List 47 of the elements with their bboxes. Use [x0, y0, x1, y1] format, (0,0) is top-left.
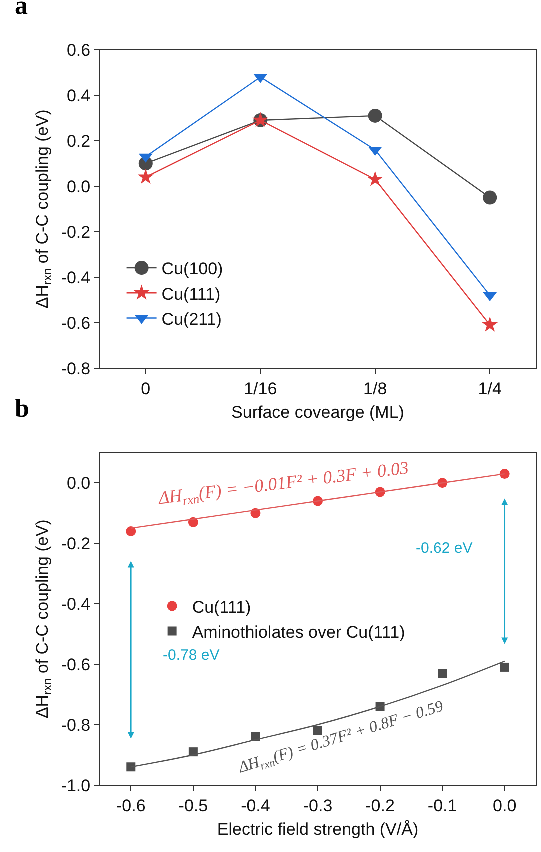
y-tick-label: -0.8: [61, 359, 91, 378]
y-tick-label: 0.4: [66, 86, 91, 106]
y-tick-label: -0.2: [61, 534, 91, 554]
legend-label: Aminothiolates over Cu(111): [192, 622, 406, 642]
x-tick-label: -0.6: [116, 796, 146, 816]
y-tick-label: -0.6: [61, 314, 91, 333]
x-axis-title: Surface covearge (ML): [232, 403, 404, 422]
y-tick-label: -0.6: [61, 655, 91, 674]
x-tick-label: -0.1: [428, 796, 458, 816]
x-tick-label: -0.2: [366, 796, 395, 816]
point: [482, 316, 498, 332]
y-tick-label: 0.0: [66, 177, 91, 196]
x-axis-title: Electric field strength (V/Å): [217, 820, 419, 840]
legend-label: Cu(111): [192, 598, 252, 617]
x-tick-label: 1/4: [478, 380, 502, 399]
legend-label: Cu(211): [162, 310, 222, 329]
point: [126, 762, 136, 772]
annotation: ΔH$_{rxn}$(F) = −0.01F² + 0.3F + 0.03: [156, 458, 410, 512]
y-tick-label: -0.2: [61, 222, 91, 242]
annotation: -0.78 eV: [163, 647, 220, 664]
x-tick-label: 1/8: [364, 380, 388, 399]
x-tick-label: -0.3: [303, 796, 333, 816]
point: [500, 662, 510, 672]
y-tick-label: -1.0: [61, 776, 91, 796]
y-tick-label: 0.0: [66, 474, 91, 494]
x-tick-label: -0.4: [241, 796, 270, 816]
x-tick-label: 1/16: [244, 380, 278, 399]
point: [438, 669, 448, 678]
y-tick-label: -0.4: [61, 268, 91, 288]
point: [483, 190, 498, 205]
point: [368, 108, 382, 123]
annotation: -0.62 eV: [416, 540, 473, 557]
y-tick-label: -0.4: [61, 594, 91, 614]
x-tick-label: 0.0: [493, 796, 517, 816]
point: [138, 168, 154, 184]
point: [367, 171, 384, 186]
y-tick-label: 0.6: [66, 40, 91, 60]
y-tick-label: -0.8: [61, 716, 91, 735]
x-tick-label: 0: [141, 380, 151, 399]
chart-title: a: [15, 0, 28, 20]
point: [126, 526, 136, 536]
chart-title: b: [15, 394, 30, 423]
x-tick-label: -0.5: [178, 796, 208, 816]
y-tick-label: 0.2: [66, 132, 91, 151]
legend-label: Cu(111): [162, 284, 221, 304]
point: [500, 469, 510, 480]
legend-label: Cu(100): [162, 260, 224, 279]
